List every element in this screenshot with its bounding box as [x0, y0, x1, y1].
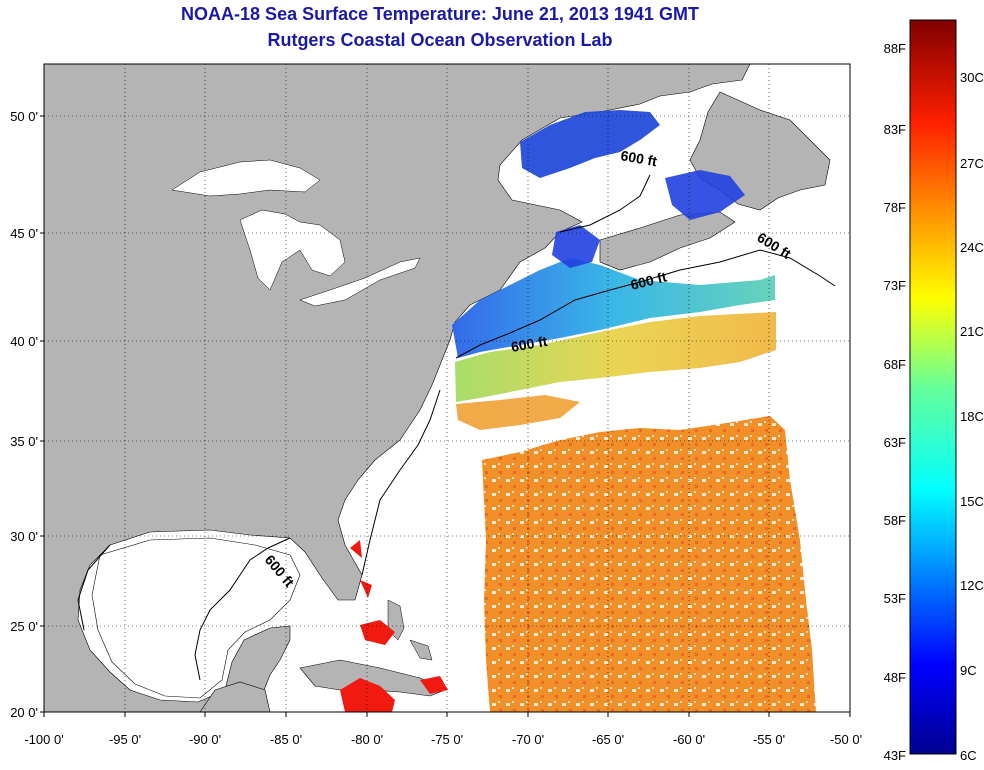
- lon-labels: -100 0' -95 0' -90 0' -85 0' -80 0' -75 …: [24, 732, 862, 747]
- colorbar-f-label: 63F: [884, 435, 906, 450]
- lake-superior: [171, 159, 321, 197]
- colorbar-f-label: 53F: [884, 591, 906, 606]
- lon-label: -55 0': [753, 732, 785, 747]
- lon-label: -85 0': [270, 732, 302, 747]
- land-yucatan: [199, 681, 271, 712]
- colorbar-c-label: 18C: [960, 409, 984, 424]
- colorbar-f-label: 48F: [884, 670, 906, 685]
- colorbar-c-label: 6C: [960, 748, 977, 763]
- lat-label: 50 0': [10, 109, 38, 124]
- colorbar-c-label: 12C: [960, 578, 984, 593]
- ticks: [40, 115, 851, 717]
- colorbar-f-label: 83F: [884, 122, 906, 137]
- lat-label: 35 0': [10, 434, 38, 449]
- lon-label: -100 0': [24, 732, 63, 747]
- isobath-600ft: [77, 174, 836, 681]
- lon-label: -50 0': [830, 732, 862, 747]
- sst-hot-straits: [340, 540, 448, 712]
- sst-slope-warm: [455, 312, 776, 402]
- isobath-label: 600 ft: [510, 333, 549, 355]
- land-north-america: [44, 64, 751, 712]
- lat-label: 25 0': [10, 619, 38, 634]
- lon-label: -65 0': [592, 732, 624, 747]
- lat-labels: 50 0' 45 0' 40 0' 35 0' 30 0' 25 0' 20 0…: [10, 109, 38, 720]
- land-nova-scotia: [599, 211, 736, 271]
- colorbar-c-label: 24C: [960, 240, 984, 255]
- colorbar-f-label: 73F: [884, 278, 906, 293]
- lon-label: -60 0': [673, 732, 705, 747]
- sst-cold-shelf: [452, 258, 775, 358]
- colorbar-f-label: 58F: [884, 513, 906, 528]
- colorbar-f-label: 68F: [884, 357, 906, 372]
- lon-label: -70 0': [512, 732, 544, 747]
- graticule: [44, 64, 850, 712]
- colorbar-f-label: 43F: [884, 748, 906, 763]
- lon-label: -80 0': [351, 732, 383, 747]
- lat-label: 30 0': [10, 529, 38, 544]
- lon-label: -75 0': [431, 732, 463, 747]
- colorbar-f-labels: 88F 83F 78F 73F 68F 63F 58F 53F 48F 43F: [884, 41, 906, 763]
- lon-label: -90 0': [189, 732, 221, 747]
- colorbar-c-labels: 30C 27C 24C 21C 18C 15C 12C 9C 6C: [960, 70, 984, 763]
- lat-label: 45 0': [10, 226, 38, 241]
- colorbar-c-label: 27C: [960, 156, 984, 171]
- lat-label: 40 0': [10, 334, 38, 349]
- colorbar-c-label: 30C: [960, 70, 984, 85]
- colorbar-c-label: 9C: [960, 663, 977, 678]
- isobath-label: 600 ft: [619, 147, 658, 169]
- lat-label: 20 0': [10, 705, 38, 720]
- colorbar-f-label: 88F: [884, 41, 906, 56]
- colorbar-f-label: 78F: [884, 200, 906, 215]
- lon-label: -95 0': [109, 732, 141, 747]
- lake-erie-ontario: [299, 257, 421, 307]
- sst-warm-ocean: [482, 416, 816, 712]
- colorbar-c-label: 15C: [960, 494, 984, 509]
- sst-warm-north: [456, 395, 580, 430]
- sst-cold-gulf-stlawrence: [520, 110, 660, 178]
- colorbar-c-label: 21C: [960, 324, 984, 339]
- colorbar: [909, 19, 957, 755]
- gulf-of-mexico: [91, 537, 301, 699]
- lake-michigan-huron: [239, 209, 346, 291]
- land-bahamas: [387, 599, 433, 661]
- sst-cold-patches: [552, 170, 745, 268]
- land-cuba: [299, 659, 446, 697]
- map-subtitle: Rutgers Coastal Ocean Observation Lab: [267, 30, 613, 50]
- map-title: NOAA-18 Sea Surface Temperature: June 21…: [181, 4, 699, 24]
